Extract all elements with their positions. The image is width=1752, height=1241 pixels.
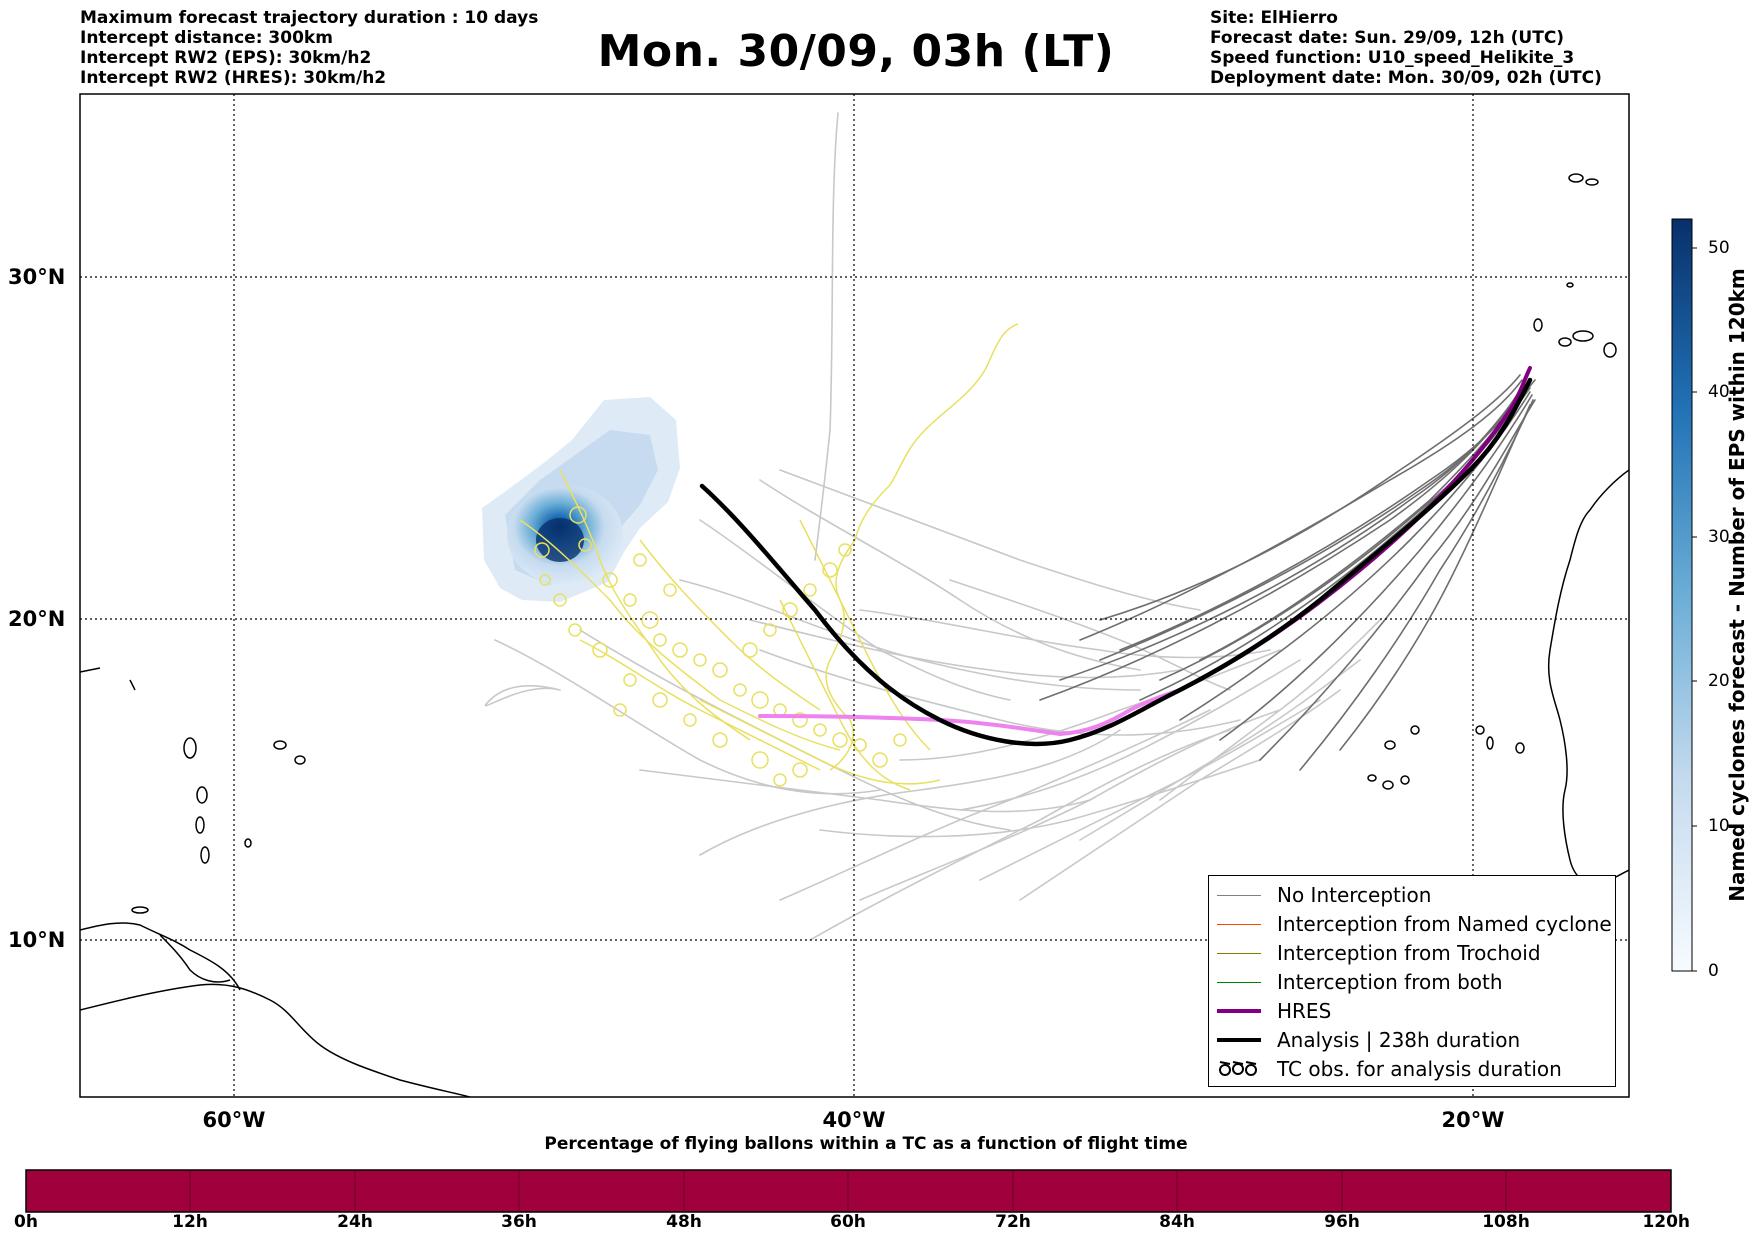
map-frame [79,93,1630,1098]
legend-item-analysis: Analysis | 238h duration [1209,1025,1520,1054]
flight-time-tick: 120h [1642,1212,1691,1232]
eps-colorbar-ticks [1692,247,1697,972]
header-left-line: Intercept RW2 (HRES): 30km/h2 [80,68,387,88]
eps-colorbar-tick-label: 20 [1708,671,1730,691]
legend-item-both: Interception from both [1209,967,1503,996]
header-right-info: Site: ElHierro Forecast date: Sun. 29/09… [1210,8,1602,88]
flight-time-tick: 0h [14,1212,38,1232]
legend-label: No Interception [1277,882,1432,907]
ballon-percentage-title: Percentage of flying ballons within a TC… [544,1134,1188,1154]
eps-colorbar-tick-label: 10 [1708,816,1730,836]
flight-time-tick: 72h [995,1212,1031,1232]
header-right-line: Speed function: U10_speed_Helikite_3 [1210,48,1575,68]
analysis-track [699,377,1533,747]
legend-item-trochoid: Interception from Trochoid [1209,938,1541,967]
eps-colorbar [1671,218,1693,972]
thin-line-icon [1217,967,1261,996]
eps-colorbar-tick-label: 40 [1708,382,1730,402]
flight-time-tick: 12h [172,1212,208,1232]
lat-label: 20°N [8,607,66,631]
legend-label: TC obs. for analysis duration [1277,1056,1562,1081]
ballon-percentage-bar-dividers [189,1170,1507,1212]
flight-time-tick: 96h [1324,1212,1360,1232]
lon-label: 40°W [822,1108,886,1132]
flight-time-tick: 36h [501,1212,537,1232]
flight-time-tick: 48h [666,1212,702,1232]
legend-label: Interception from Trochoid [1277,940,1541,965]
flight-time-tick: 24h [337,1212,373,1232]
legend-item-no-interception: No Interception [1209,880,1431,909]
thick-line-icon [1217,996,1261,1025]
lat-label: 30°N [8,265,66,289]
legend-label: Interception from both [1277,969,1503,994]
header-right-line: Forecast date: Sun. 29/09, 12h (UTC) [1210,28,1565,48]
lon-label: 60°W [202,1108,266,1132]
lat-label: 10°N [8,928,66,952]
thick-line-icon [1217,1025,1261,1054]
legend-label: Analysis | 238h duration [1277,1027,1521,1052]
flight-time-tick: 84h [1159,1212,1195,1232]
map-legend: No Interception Interception from Named … [1208,875,1616,1087]
tc-observation-loops [534,506,907,787]
coastlines [80,173,1629,1097]
eps-colorbar-tick-label: 30 [1708,527,1730,547]
header-right-line: Site: ElHierro [1210,8,1338,28]
legend-item-tc-obs: TC obs. for analysis duration [1209,1054,1562,1083]
legend-item-hres: HRES [1209,996,1331,1025]
eps-colorbar-tick-label: 0 [1708,961,1719,981]
eps-colorbar-tick-label: 50 [1708,238,1730,258]
header-left-line: Intercept RW2 (EPS): 30km/h2 [80,48,372,68]
legend-label: Interception from Named cyclone [1277,911,1612,936]
eps-trajectories [484,112,1536,941]
flight-time-tick: 108h [1482,1212,1530,1232]
thin-line-icon [1217,880,1261,909]
header-left-info: Maximum forecast trajectory duration : 1… [80,8,538,88]
header-left-line: Intercept distance: 300km [80,28,333,48]
legend-item-named-cyclone: Interception from Named cyclone [1209,909,1612,938]
map-title: Mon. 30/09, 03h (LT) [597,26,1115,77]
thin-line-icon [1217,909,1261,938]
loops-icon [1217,1054,1261,1083]
lon-label: 20°W [1441,1108,1505,1132]
flight-time-tick: 60h [830,1212,866,1232]
header-right-line: Deployment date: Mon. 30/09, 02h (UTC) [1210,68,1602,88]
legend-label: HRES [1277,998,1332,1023]
header-left-line: Maximum forecast trajectory duration : 1… [80,8,539,28]
thin-line-icon [1217,938,1261,967]
ballon-percentage-bar [25,1169,1672,1213]
eps-colorbar-title: Named cyclones forecast - Number of EPS … [1725,268,1749,902]
